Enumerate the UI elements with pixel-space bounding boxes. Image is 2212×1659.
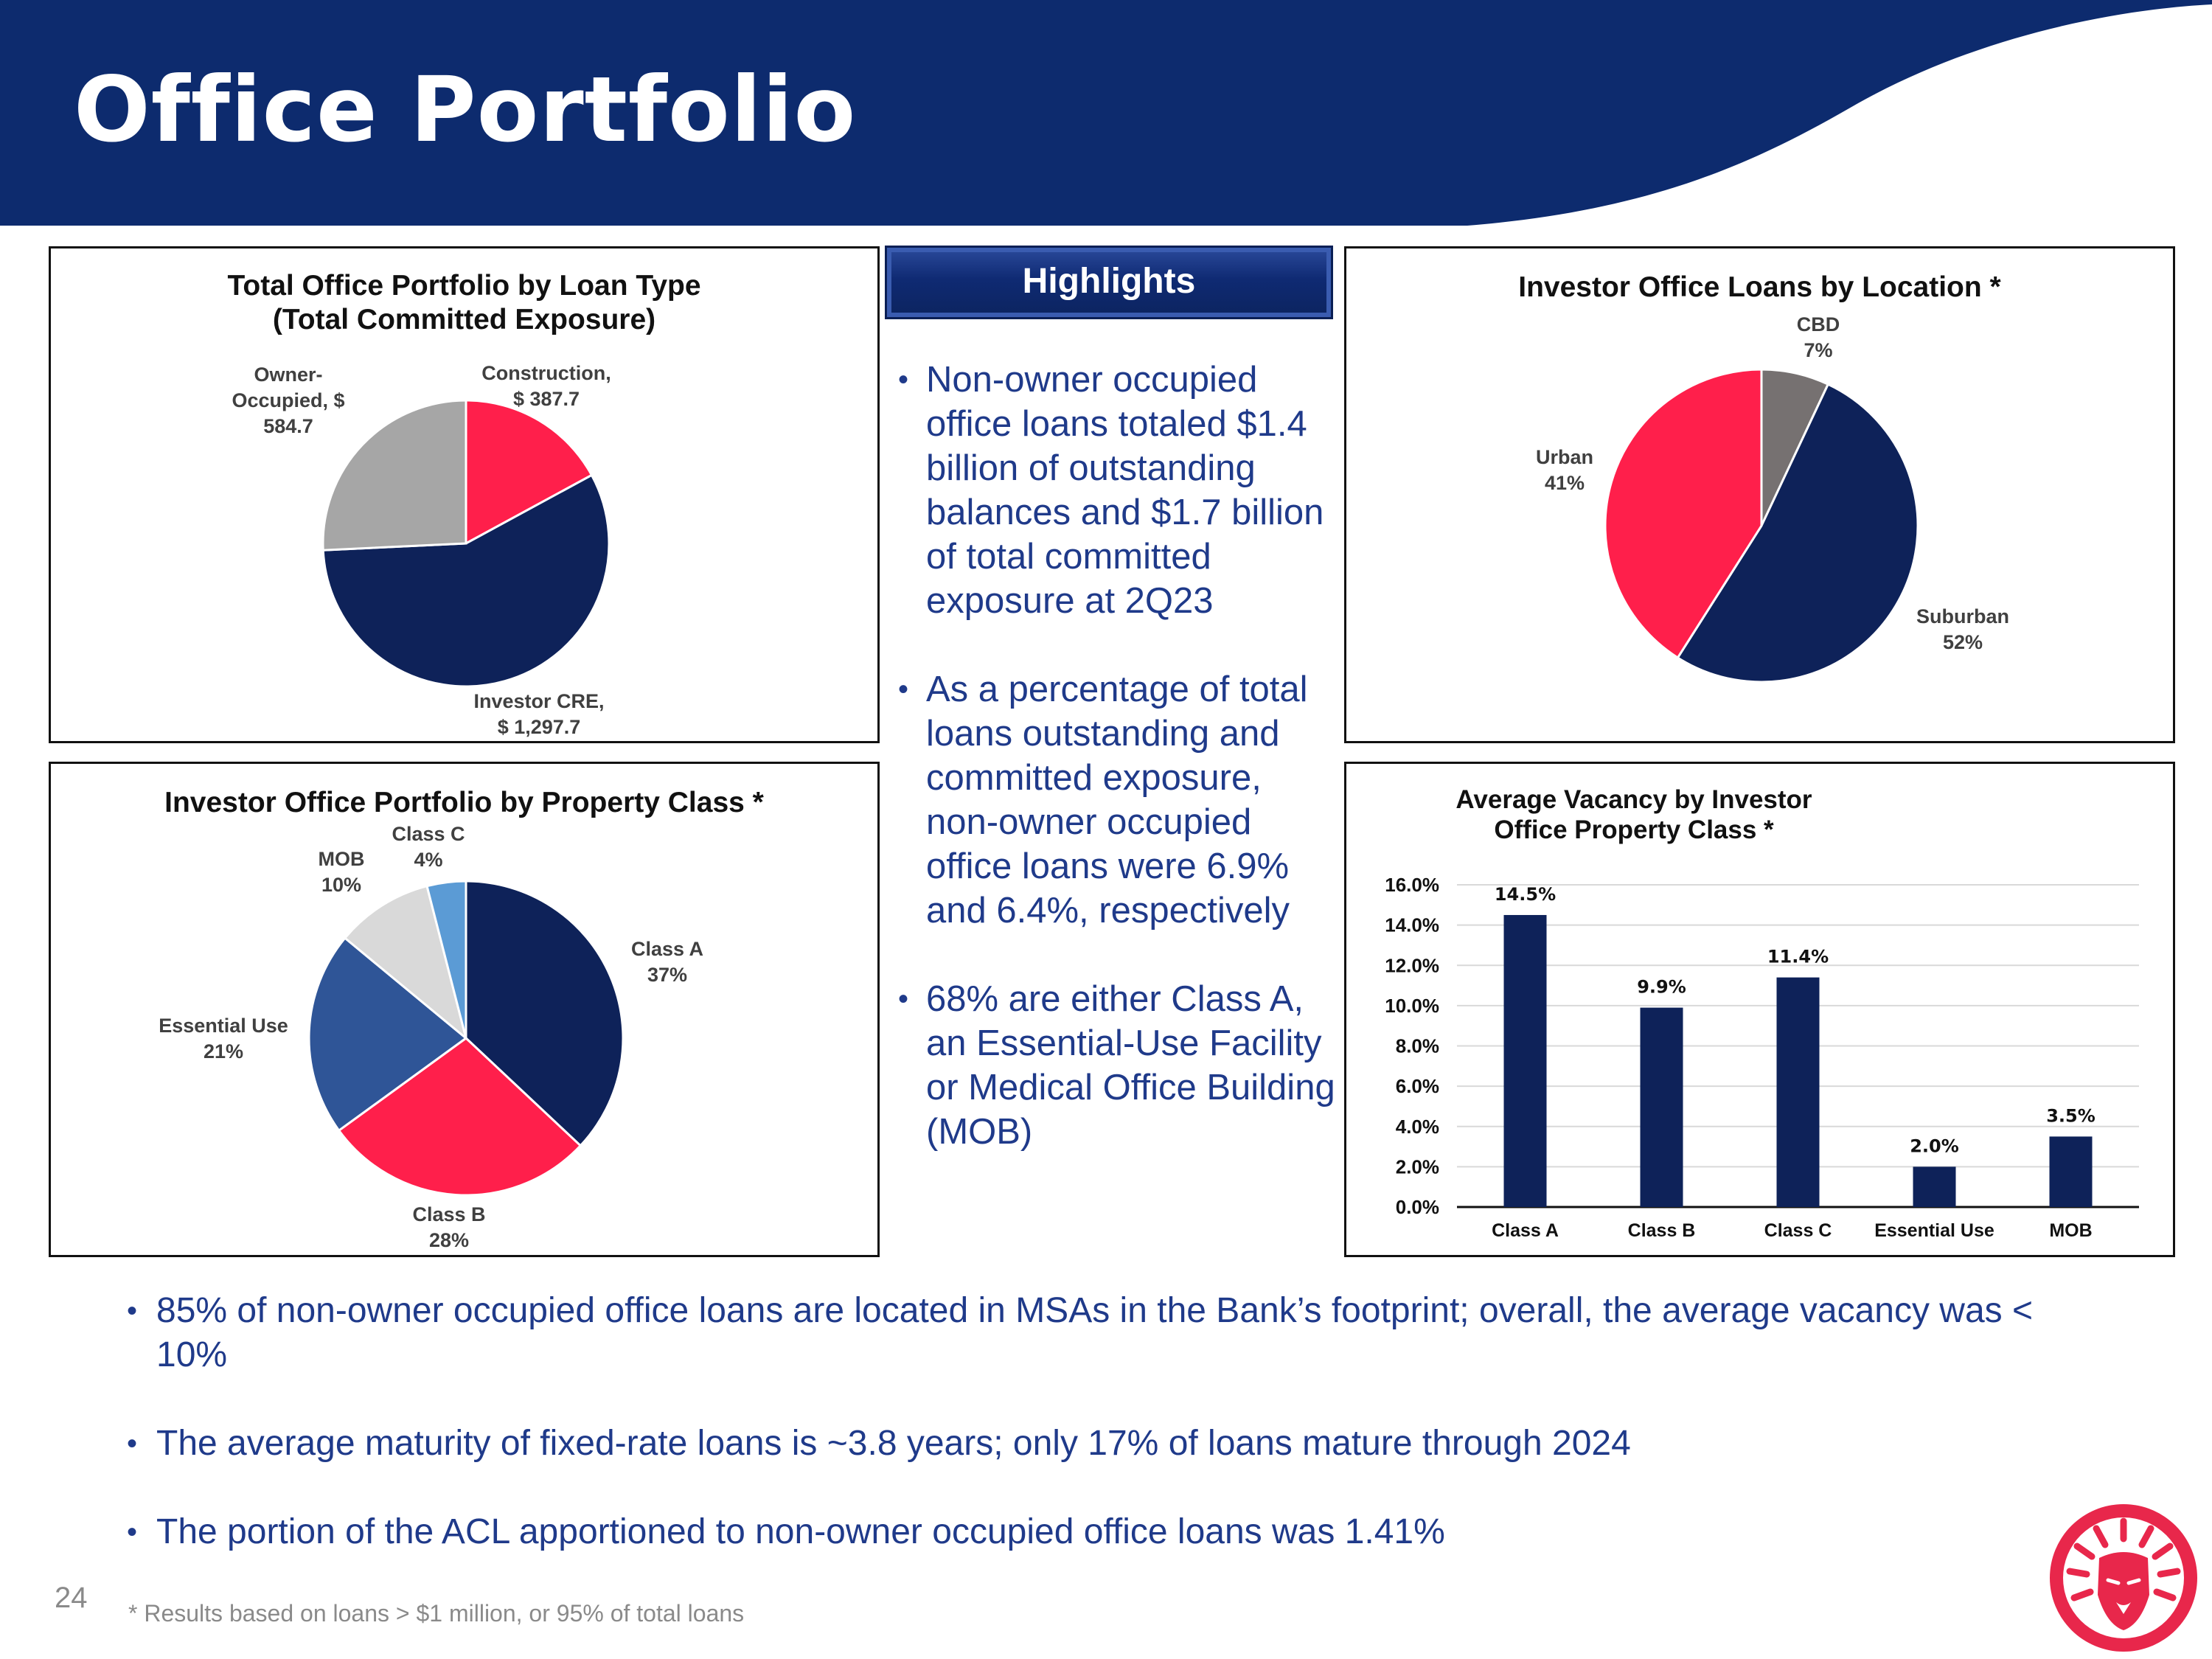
header-banner bbox=[0, 0, 2212, 226]
pie-slice-class-b bbox=[337, 1037, 582, 1197]
bar-value-label: 11.4% bbox=[1767, 947, 1829, 967]
pie-label-mob: MOB 10% bbox=[318, 848, 365, 896]
pie-slice-suburban bbox=[1676, 383, 1919, 684]
pie-label-cbd: CBD 7% bbox=[1796, 313, 1840, 361]
highlight-item: 68% are either Class A, an Essential-Use… bbox=[898, 977, 1340, 1154]
pie-slice-essential-use bbox=[307, 936, 468, 1133]
pie-label-owner-occupied: Owner- Occupied, $584.7 bbox=[232, 364, 345, 437]
property-class-chart-panel: Investor Office Portfolio by Property Cl… bbox=[49, 762, 880, 1257]
vacancy-chart-panel: Average Vacancy by Investor Office Prope… bbox=[1344, 762, 2175, 1257]
x-tick-label: Class C bbox=[1764, 1220, 1832, 1241]
bar-class-b bbox=[1640, 1007, 1683, 1207]
vacancy-chart-title: Average Vacancy by Investor Office Prope… bbox=[1455, 785, 1812, 844]
x-tick-label: Class A bbox=[1492, 1220, 1559, 1241]
pie-label-suburban: Suburban 52% bbox=[1916, 605, 2009, 653]
pie-slice-urban bbox=[1604, 368, 1763, 660]
y-tick-label: 12.0% bbox=[1385, 954, 1439, 976]
pie-label-class-a: Class A 37% bbox=[630, 938, 704, 986]
loan-type-chart-panel: Total Office Portfolio by Loan Type (Tot… bbox=[49, 246, 880, 743]
bar-value-label: 2.0% bbox=[1910, 1135, 1959, 1156]
y-tick-label: 10.0% bbox=[1385, 995, 1439, 1017]
location-pie bbox=[1604, 368, 1919, 684]
highlight-item: Non-owner occupied office loans totaled … bbox=[898, 358, 1340, 623]
pie-label-essential-use: Essential Use 21% bbox=[159, 1015, 288, 1062]
vacancy-bar-chart: 0.0% 2.0% 4.0% 6.0% 8.0% 10.0% 12.0% 14.0% 16.0%… bbox=[1385, 874, 2139, 1241]
property-class-pie bbox=[307, 880, 625, 1197]
bottom-bullet-item: The portion of the ACL apportioned to no… bbox=[127, 1510, 2044, 1554]
pie-label-urban: Urban 41% bbox=[1535, 446, 1593, 494]
pie-slice-construction bbox=[465, 399, 594, 546]
x-tick-label: Class B bbox=[1628, 1220, 1696, 1241]
location-chart-panel: Investor Office Loans by Location * CBD 7… bbox=[1344, 246, 2175, 743]
y-tick-label: 8.0% bbox=[1396, 1035, 1439, 1057]
pie-slice-class-c bbox=[425, 880, 467, 1039]
bar-essential-use bbox=[1913, 1166, 1956, 1207]
loan-type-chart-subtitle: (Total Committed Exposure) bbox=[272, 304, 656, 335]
bar-mob bbox=[2049, 1136, 2093, 1207]
pie-slice-class-a bbox=[465, 880, 625, 1147]
bottom-bullet-item: 85% of non-owner occupied office loans a… bbox=[127, 1289, 2044, 1377]
pie-slice-owner-occupied bbox=[321, 399, 467, 552]
lion-logo-icon bbox=[2050, 1504, 2197, 1652]
y-tick-label: 2.0% bbox=[1396, 1155, 1439, 1178]
bottom-bullet-item: The average maturity of fixed-rate loans… bbox=[127, 1422, 2044, 1466]
x-tick-label: MOB bbox=[2049, 1220, 2092, 1241]
property-class-chart-title: Investor Office Portfolio by Property Cl… bbox=[164, 787, 764, 818]
bar-class-c bbox=[1776, 977, 1820, 1207]
y-tick-label: 4.0% bbox=[1396, 1116, 1439, 1138]
y-tick-label: 16.0% bbox=[1385, 874, 1439, 896]
highlight-item: As a percentage of total loans outstandi… bbox=[898, 667, 1340, 933]
bottom-bullet-list: 85% of non-owner occupied office loans a… bbox=[127, 1289, 2044, 1599]
page-title: Office Portfolio bbox=[74, 58, 857, 162]
highlights-list: Non-owner occupied office loans totaled … bbox=[898, 358, 1340, 1198]
bar-value-label: 3.5% bbox=[2046, 1105, 2096, 1126]
x-tick-label: Essential Use bbox=[1874, 1220, 1994, 1241]
bar-class-a bbox=[1503, 914, 1547, 1207]
page-number: 24 bbox=[55, 1582, 88, 1614]
pie-label-investor-cre: Investor CRE, $ 1,297.7 bbox=[473, 690, 605, 738]
loan-type-pie bbox=[321, 399, 611, 688]
y-tick-label: 14.0% bbox=[1385, 914, 1439, 936]
highlights-header: Highlights bbox=[885, 246, 1333, 319]
location-chart-title: Investor Office Loans by Location * bbox=[1518, 271, 2001, 303]
pie-slice-investor-cre bbox=[321, 473, 611, 688]
bar-value-label: 14.5% bbox=[1495, 884, 1556, 905]
loan-type-chart-title: Total Office Portfolio by Loan Type bbox=[227, 270, 701, 302]
footnote: * Results based on loans > $1 million, o… bbox=[128, 1600, 745, 1627]
pie-label-class-c: Class C 4% bbox=[392, 823, 465, 871]
bar-value-label: 9.9% bbox=[1637, 977, 1686, 998]
pie-label-class-b: Class B 28% bbox=[412, 1203, 486, 1251]
y-tick-label: 0.0% bbox=[1396, 1196, 1439, 1218]
pie-label-construction: Construction, $ 387.7 bbox=[481, 362, 611, 410]
y-tick-label: 6.0% bbox=[1396, 1075, 1439, 1097]
